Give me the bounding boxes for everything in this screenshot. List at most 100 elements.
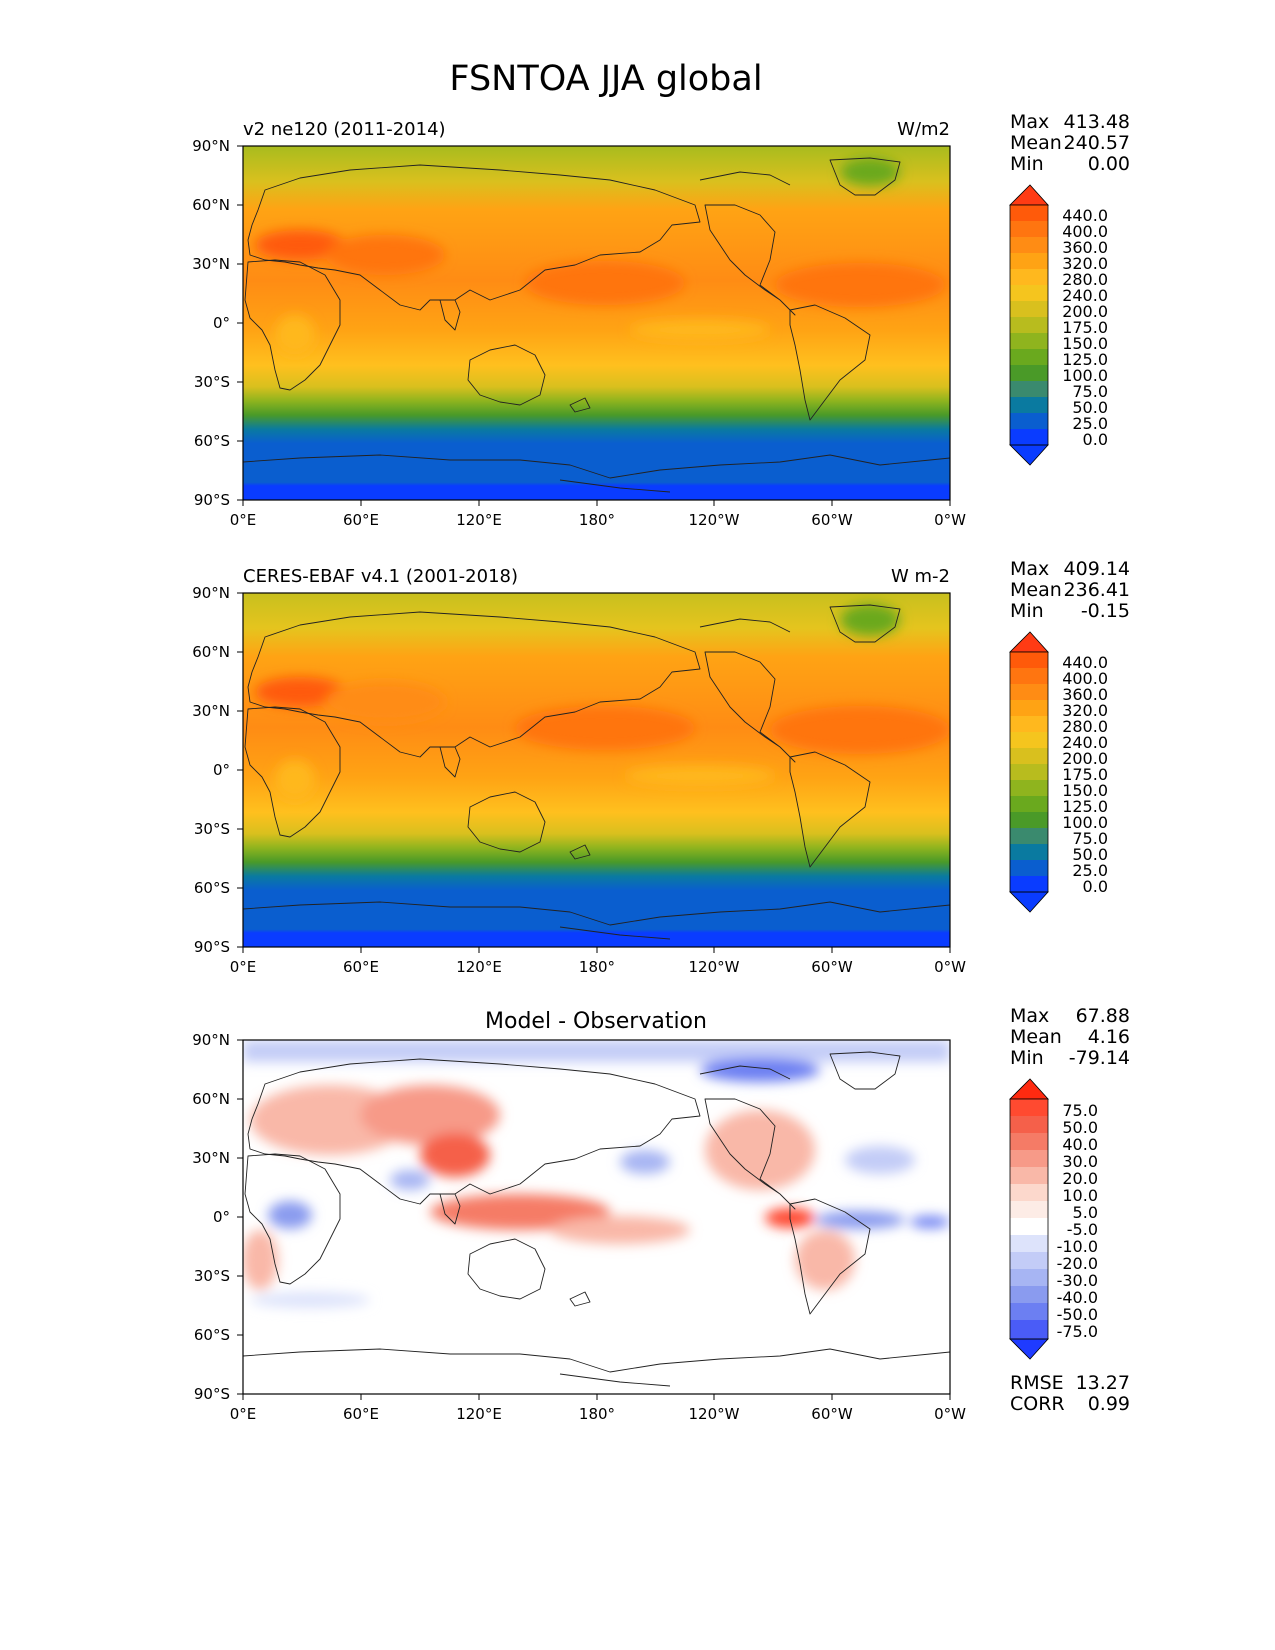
colorbar-label: 50.0 [1062, 1118, 1098, 1137]
panel-units: W/m2 [897, 119, 950, 140]
stat-name: Max [1010, 111, 1049, 133]
colorbar-label: 25.0 [1072, 414, 1108, 433]
lon-tick-label: 120°E [456, 958, 502, 976]
lat-tick-label: 60°N [192, 643, 230, 661]
colorbar-segment [1010, 764, 1048, 780]
lon-tick-label: 180° [579, 511, 615, 529]
colorbar-segment [1010, 253, 1048, 269]
panel-left-title: v2 ne120 (2011-2014) [243, 119, 446, 140]
lat-tick-label: 30°N [192, 1149, 230, 1167]
stat-value: 67.88 [1076, 1005, 1130, 1027]
colorbar-segment [1010, 1303, 1048, 1320]
colorbar-bottom-extend [1009, 1338, 1049, 1360]
colorbar-label: 280.0 [1062, 270, 1108, 289]
colorbar-label: 5.0 [1073, 1203, 1098, 1222]
lat-tick-label: 0° [213, 761, 230, 779]
colorbar-segment [1010, 221, 1048, 237]
lon-tick-label: 180° [579, 958, 615, 976]
colorbar-segment [1010, 1133, 1048, 1150]
colorbar-frame [1009, 204, 1049, 446]
lon-tick-label: 120°E [456, 511, 502, 529]
stat-value: 409.14 [1064, 558, 1130, 580]
colorbar-label: 440.0 [1062, 653, 1108, 672]
colorbar-segment [1010, 205, 1048, 221]
colorbar-segment [1010, 1167, 1048, 1184]
colorbar-segment [1010, 1235, 1048, 1252]
colorbar-label: 320.0 [1062, 701, 1108, 720]
stat-value: 4.16 [1088, 1026, 1130, 1048]
stat-name: CORR [1010, 1393, 1065, 1415]
colorbar-segment [1010, 1150, 1048, 1167]
stat-name: Min [1010, 1047, 1044, 1069]
colorbar-label: 0.0 [1083, 877, 1108, 896]
lon-ticks: 0°E 60°E 120°E 180° 120°W 60°W 0°W [230, 947, 966, 976]
panel-left-title: CERES-EBAF v4.1 (2001-2018) [243, 566, 518, 587]
lat-tick-label: 60°S [194, 879, 230, 897]
colorbar-segment [1010, 381, 1048, 397]
lon-tick-label: 120°W [689, 1405, 740, 1423]
stat-value: 240.57 [1064, 132, 1130, 154]
lon-tick-label: 60°W [811, 958, 853, 976]
stat-name: Max [1010, 1005, 1049, 1027]
colorbar-label: 200.0 [1062, 302, 1108, 321]
colorbar-label: 320.0 [1062, 254, 1108, 273]
colorbar-label: -20.0 [1057, 1254, 1098, 1273]
colorbar-segment [1010, 1218, 1048, 1235]
colorbar-segment [1010, 876, 1048, 892]
lat-tick-label: 90°S [194, 491, 230, 509]
lat-tick-label: 60°S [194, 1326, 230, 1344]
lon-tick-label: 180° [579, 1405, 615, 1423]
colorbar-segment [1010, 285, 1048, 301]
stat-value: 13.27 [1076, 1372, 1130, 1394]
lon-tick-label: 60°E [343, 511, 379, 529]
lon-tick-label: 60°W [811, 511, 853, 529]
colorbar-label: 50.0 [1072, 845, 1108, 864]
colorbar-label: 75.0 [1072, 829, 1108, 848]
colorbar-label: 175.0 [1062, 765, 1108, 784]
colorbar-segment [1010, 796, 1048, 812]
colorbar-label: 200.0 [1062, 749, 1108, 768]
colorbar-segment [1010, 1286, 1048, 1303]
colorbar-bottom-extend [1009, 444, 1049, 466]
stat-value: 413.48 [1064, 111, 1130, 133]
colorbar-segment [1010, 1099, 1048, 1116]
colorbar-label: 75.0 [1072, 382, 1108, 401]
colorbar-segment [1010, 413, 1048, 429]
colorbar-label: 240.0 [1062, 286, 1108, 305]
stats-block: Max 67.88 Mean 4.16 Min -79.14 [1010, 1005, 1130, 1069]
colorbar-segment [1010, 349, 1048, 365]
colorbar-label: 150.0 [1062, 781, 1108, 800]
colorbar-label: 400.0 [1062, 669, 1108, 688]
stats-block: Max 413.48 Mean 240.57 Min 0.00 [1010, 111, 1130, 175]
stat-value: -79.14 [1069, 1047, 1130, 1069]
map-field [243, 146, 950, 500]
colorbar-segment [1010, 317, 1048, 333]
colorbar: 440.0 400.0 360.0 320.0 280.0 240.0 200.… [1009, 631, 1108, 913]
figure-title: FSNTOA JJA global [449, 59, 762, 99]
colorbar-label: 100.0 [1062, 366, 1108, 385]
panel-model: v2 ne120 (2011-2014) W/m2 [192, 111, 1130, 529]
colorbar-segment [1010, 365, 1048, 381]
colorbar-label: 25.0 [1072, 861, 1108, 880]
colorbar-label: 360.0 [1062, 685, 1108, 704]
lon-tick-label: 60°W [811, 1405, 853, 1423]
colorbar-label: 280.0 [1062, 717, 1108, 736]
stat-name: Mean [1010, 1026, 1062, 1048]
colorbar-frame [1009, 1098, 1049, 1340]
colorbar-segment [1010, 844, 1048, 860]
stat-value: -0.15 [1081, 600, 1130, 622]
colorbar-segment [1010, 1320, 1048, 1339]
colorbar-label: 360.0 [1062, 238, 1108, 257]
colorbar-segment [1010, 812, 1048, 828]
lon-tick-label: 0°E [230, 958, 257, 976]
colorbar-segment [1010, 397, 1048, 413]
lon-tick-label: 0°E [230, 1405, 257, 1423]
stat-value: 0.00 [1088, 153, 1130, 175]
stat-name: Max [1010, 558, 1049, 580]
stat-name: Mean [1010, 132, 1062, 154]
stat-name: Min [1010, 153, 1044, 175]
lat-tick-label: 90°N [192, 137, 230, 155]
lon-tick-label: 0°E [230, 511, 257, 529]
panel-center-title: Model - Observation [485, 1009, 707, 1034]
